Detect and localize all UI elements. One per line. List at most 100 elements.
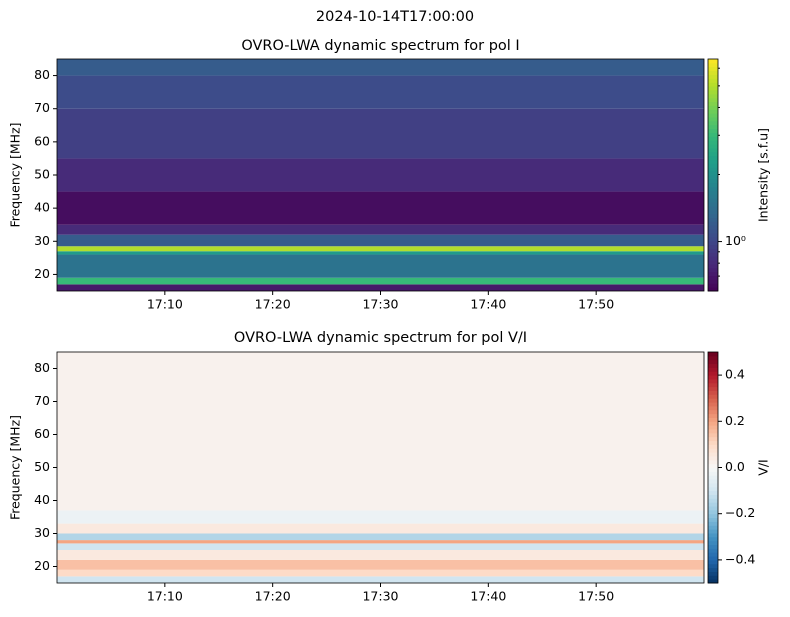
colorbar-swatch bbox=[708, 62, 718, 68]
colorbar-swatch bbox=[708, 371, 718, 376]
spectrum-band bbox=[57, 108, 704, 159]
colorbar-swatch bbox=[708, 225, 718, 230]
colorbar-swatch bbox=[708, 202, 718, 207]
colorbar-swatch bbox=[708, 159, 718, 164]
colorbar-swatch bbox=[708, 267, 718, 273]
colorbar-swatch bbox=[708, 409, 718, 415]
colorbar-swatch bbox=[708, 398, 718, 403]
colorbar-swatch bbox=[708, 240, 718, 246]
colorbar-swatch bbox=[708, 221, 718, 226]
colorbar-swatch bbox=[708, 552, 718, 557]
colorbar-swatch bbox=[708, 101, 718, 106]
colorbar-swatch bbox=[708, 283, 718, 288]
colorbar-swatch bbox=[708, 144, 718, 149]
x-tick-label: 17:20 bbox=[255, 297, 291, 312]
colorbar-swatch bbox=[708, 482, 718, 488]
spectrum-band bbox=[57, 533, 704, 541]
x-tick-label: 17:30 bbox=[362, 297, 398, 312]
colorbar-tick-label: 0.0 bbox=[725, 459, 745, 474]
colorbar-swatch bbox=[708, 93, 718, 99]
colorbar-swatch bbox=[708, 244, 718, 249]
spectrum-band bbox=[57, 251, 704, 255]
colorbar-swatch bbox=[708, 236, 718, 242]
colorbar-swatch bbox=[708, 536, 718, 542]
spectrum-band bbox=[57, 234, 704, 247]
y-tick-label: 50 bbox=[34, 167, 50, 182]
colorbar-swatch bbox=[708, 367, 718, 372]
colorbar-swatch bbox=[708, 271, 718, 277]
colorbar-swatch bbox=[708, 155, 718, 161]
y-tick-label: 60 bbox=[34, 133, 50, 148]
y-axis-label: Frequency [MHz] bbox=[8, 122, 23, 227]
y-tick-label: 60 bbox=[34, 426, 50, 441]
spectrum-band bbox=[57, 284, 704, 291]
colorbar-swatch bbox=[708, 120, 718, 126]
colorbar-swatch bbox=[708, 490, 718, 495]
colorbar-swatch bbox=[708, 544, 718, 549]
colorbar-swatch bbox=[708, 124, 718, 130]
colorbar-swatch bbox=[708, 548, 718, 553]
colorbar-tick-label: 0.2 bbox=[725, 413, 745, 428]
colorbar-swatch bbox=[708, 263, 718, 269]
colorbar-swatch bbox=[708, 375, 718, 380]
colorbar-swatch bbox=[708, 436, 718, 442]
colorbar-swatch bbox=[708, 363, 718, 368]
spectrum-band bbox=[57, 550, 704, 560]
spectrum-band bbox=[57, 246, 704, 252]
colorbar-swatch bbox=[708, 532, 718, 538]
colorbar-swatch bbox=[708, 517, 718, 522]
y-tick-label: 30 bbox=[34, 233, 50, 248]
colorbar-swatch bbox=[708, 175, 718, 180]
colorbar-swatch bbox=[708, 109, 718, 114]
x-tick-label: 17:40 bbox=[470, 589, 506, 604]
colorbar-swatch bbox=[708, 355, 718, 361]
colorbar-swatch bbox=[708, 248, 718, 253]
spectrum-band bbox=[57, 352, 704, 511]
colorbar-swatch bbox=[708, 405, 718, 411]
colorbar-swatch bbox=[708, 402, 718, 407]
colorbar-swatch bbox=[708, 252, 718, 257]
x-tick-label: 17:50 bbox=[578, 297, 614, 312]
colorbar-swatch bbox=[708, 521, 718, 526]
colorbar-swatch bbox=[708, 182, 718, 188]
colorbar-swatch bbox=[708, 475, 718, 480]
colorbar-tick-label: 0.4 bbox=[725, 367, 745, 382]
colorbar-swatch bbox=[708, 78, 718, 83]
colorbar-swatch bbox=[708, 413, 718, 418]
y-tick-label: 40 bbox=[34, 492, 50, 507]
colorbar-swatch bbox=[708, 194, 718, 199]
spectrum-band bbox=[57, 540, 704, 544]
panel-title: OVRO-LWA dynamic spectrum for pol I bbox=[241, 38, 519, 54]
spectrum-band bbox=[57, 576, 704, 583]
colorbar-swatch bbox=[708, 540, 718, 545]
colorbar-swatch bbox=[708, 563, 718, 569]
colorbar-swatch bbox=[708, 417, 718, 422]
colorbar-swatch bbox=[708, 136, 718, 141]
colorbar-swatch bbox=[708, 506, 718, 511]
colorbar-swatch bbox=[708, 171, 718, 176]
spectrum-band bbox=[57, 277, 704, 285]
colorbar-swatch bbox=[708, 575, 718, 580]
spectrum-band bbox=[57, 254, 704, 278]
colorbar-swatch bbox=[708, 260, 718, 265]
colorbar-swatch bbox=[708, 471, 718, 476]
colorbar-swatch bbox=[708, 105, 718, 110]
colorbar-swatch bbox=[708, 190, 718, 195]
colorbar-swatch bbox=[708, 163, 718, 168]
colorbar-swatch bbox=[708, 525, 718, 530]
colorbar-swatch bbox=[708, 151, 718, 157]
colorbar-swatch bbox=[708, 186, 718, 191]
x-tick-label: 17:50 bbox=[578, 589, 614, 604]
y-tick-label: 30 bbox=[34, 525, 50, 540]
colorbar-tick-label: −0.4 bbox=[725, 551, 755, 566]
colorbar-swatch bbox=[708, 117, 718, 122]
spectrum-band bbox=[57, 559, 704, 570]
colorbar-swatch bbox=[708, 359, 718, 365]
y-tick-label: 70 bbox=[34, 100, 50, 115]
colorbar-swatch bbox=[708, 421, 718, 426]
colorbar-swatch bbox=[708, 559, 718, 565]
colorbar-swatch bbox=[708, 467, 718, 472]
colorbar-swatch bbox=[708, 86, 718, 91]
colorbar-swatch bbox=[708, 498, 718, 503]
